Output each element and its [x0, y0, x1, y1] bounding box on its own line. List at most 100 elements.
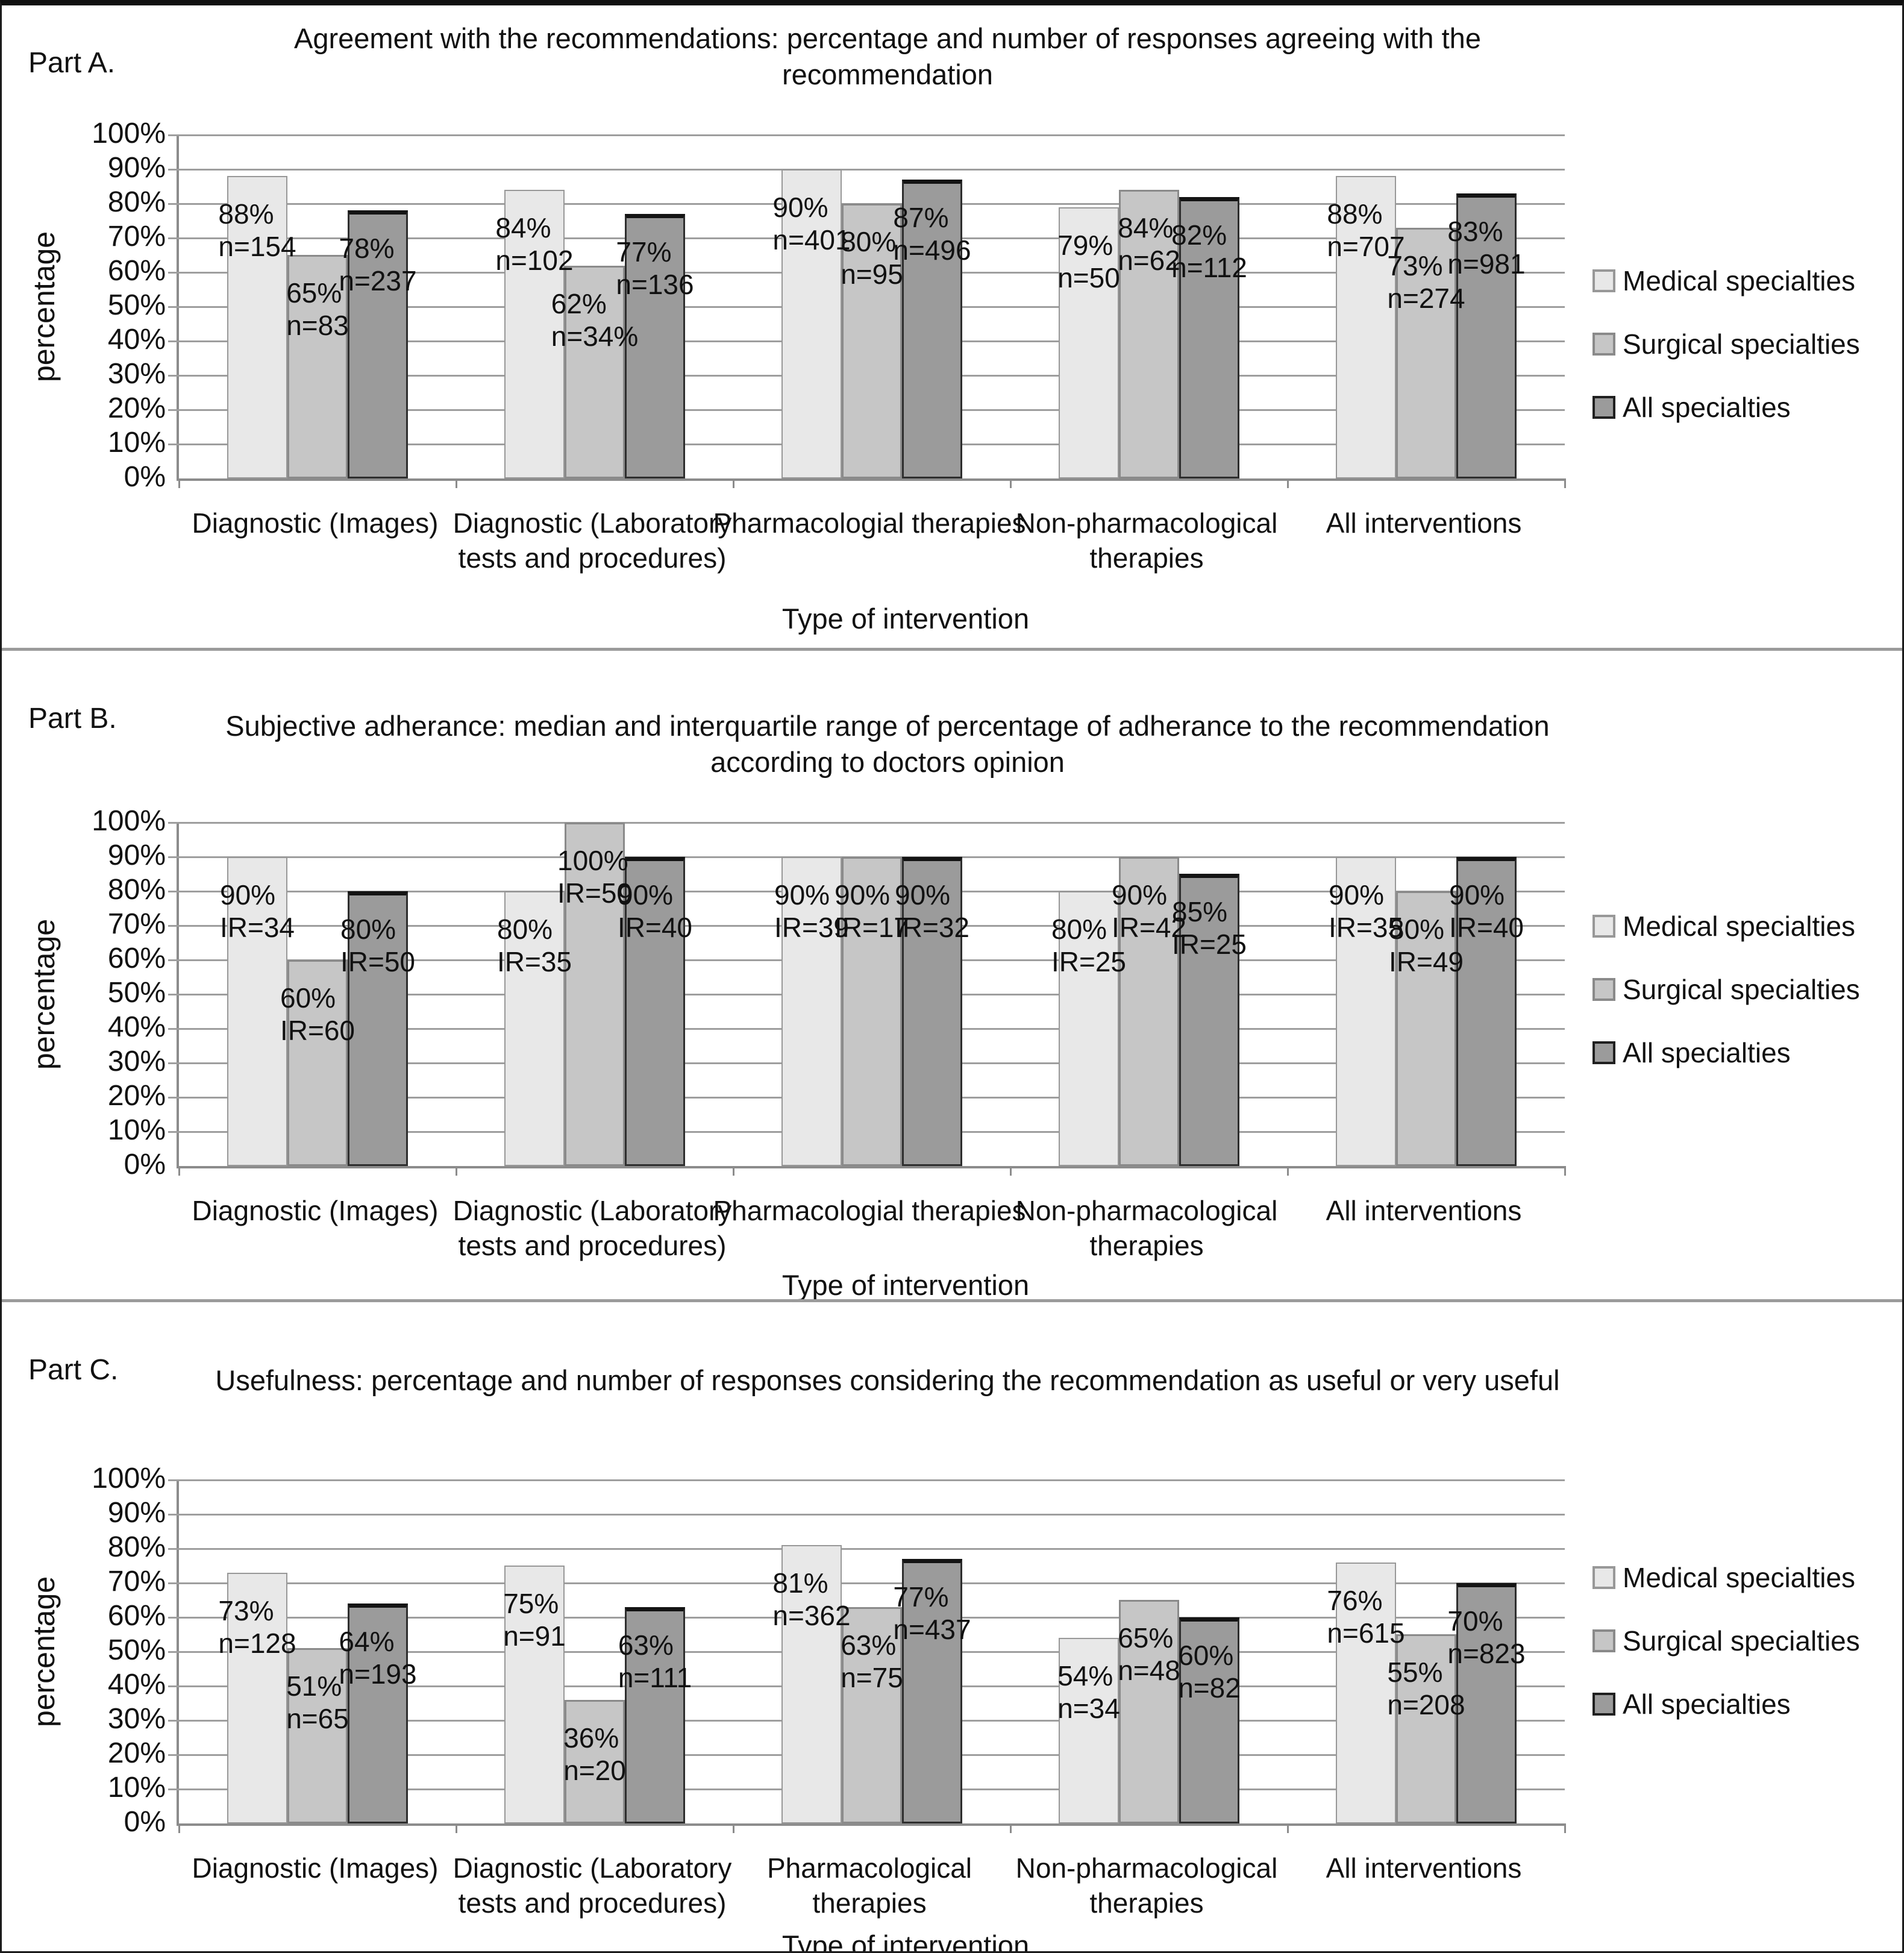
y-tick-label: 50%	[107, 977, 166, 1009]
bar-value: 80%	[340, 914, 396, 945]
bar-label: 77% n=136	[616, 236, 694, 301]
bar-count: IR=34	[219, 912, 295, 943]
legend-label: All specialties	[1623, 392, 1791, 423]
legend-item-medical: Medical specialties	[1592, 265, 1855, 297]
part-label: Part B.	[28, 703, 117, 735]
bar-value: 90%	[834, 879, 891, 911]
bar-count: n=111	[618, 1662, 692, 1693]
bar-value: 75%	[503, 1588, 559, 1619]
gridline	[168, 1582, 1565, 1584]
x-axis-tick	[1564, 478, 1566, 488]
bar-value: 84%	[495, 212, 551, 243]
bar-surgical-g2	[565, 1700, 625, 1823]
bar-surgical-g3	[842, 1607, 902, 1823]
bar-count: n=401	[772, 224, 851, 255]
bar-surgical-g5	[1396, 891, 1456, 1166]
bar-label: 73% n=274	[1387, 249, 1465, 315]
bar-value: 63%	[618, 1629, 674, 1661]
bar-value: 90%	[772, 192, 828, 223]
x-axis-tick	[733, 1823, 734, 1833]
bar-count: n=34%	[551, 321, 639, 352]
y-tick-label: 40%	[107, 324, 166, 356]
bar-count: IR=50	[557, 877, 633, 909]
bar-count: IR=32	[894, 912, 970, 943]
chart-title: Agreement with the recommendations: perc…	[294, 22, 1481, 91]
bar-count: n=823	[1447, 1638, 1526, 1669]
bar-value: 88%	[1327, 198, 1383, 230]
bar-label: 80% IR=50	[340, 913, 415, 978]
bar-label: 65% n=48	[1118, 1622, 1180, 1687]
gridline	[168, 822, 1565, 824]
bar-value: 60%	[280, 982, 336, 1014]
bar-value: 90%	[219, 879, 276, 911]
category-label: All interventions	[1326, 1195, 1522, 1226]
legend-label: Medical specialties	[1623, 1562, 1856, 1593]
plot-area: 88% n=154 84% n=102 90% n=401 79% n=50 88% n=707 6…	[168, 134, 1566, 488]
bar-count: n=82	[1178, 1672, 1241, 1704]
bar-value: 80%	[841, 226, 897, 257]
bar-label: 63% n=75	[841, 1629, 903, 1694]
panel-partc: Part C. Usefulness: percentage and number…	[2, 1299, 1902, 1951]
bar-value: 85%	[1171, 896, 1228, 927]
bar-value: 82%	[1171, 219, 1227, 251]
bar-value: 81%	[772, 1567, 828, 1599]
bar-value: 90%	[1111, 879, 1168, 911]
bar-label: 77% n=437	[893, 1581, 971, 1646]
bar-count: n=112	[1171, 252, 1247, 283]
panel-partb: Part B. Subjective adherance: median and …	[2, 648, 1902, 1299]
panel-parta: Part A. Agreement with the recommendation…	[2, 5, 1902, 648]
legend-item-all: All specialties	[1592, 1688, 1791, 1720]
bar-value: 87%	[893, 202, 949, 233]
x-axis-tick	[178, 1823, 180, 1833]
y-tick-label: 10%	[107, 1114, 166, 1146]
bar-label: 88% n=154	[218, 198, 296, 263]
y-tick-label: 0%	[124, 1806, 166, 1838]
bar-label: 90% n=401	[772, 191, 850, 256]
y-tick-label: 30%	[107, 1703, 166, 1735]
bar-count: IR=35	[1328, 912, 1404, 943]
bar-value: 65%	[1118, 1622, 1174, 1654]
bar-label: 51% n=65	[286, 1670, 349, 1735]
y-tick-label: 50%	[107, 289, 166, 321]
y-tick-label: 20%	[107, 392, 166, 424]
y-tick-label: 20%	[107, 1080, 166, 1112]
category-label: Non-pharmacological therapies	[1015, 1195, 1278, 1261]
bar-value: 100%	[557, 845, 628, 876]
bar-label: 90% IR=39	[774, 879, 849, 944]
bar-label: 80% IR=35	[497, 913, 572, 978]
legend-label: Medical specialties	[1623, 265, 1856, 296]
bar-value: 80%	[1388, 914, 1445, 945]
bar-value: 51%	[286, 1670, 342, 1702]
bar-all-g2	[625, 1607, 685, 1823]
y-tick-label: 90%	[107, 839, 166, 871]
bar-value: 70%	[1447, 1605, 1503, 1637]
bar-count: n=75	[841, 1662, 903, 1693]
bar-all-g1	[348, 210, 408, 478]
y-tick-label: 100%	[92, 118, 166, 149]
gridline	[168, 134, 1565, 136]
category-label: Diagnostic (Images)	[192, 507, 439, 539]
bar-value: 63%	[841, 1629, 897, 1661]
bar-all-g4	[1179, 874, 1239, 1166]
legend-label: Surgical specialties	[1623, 974, 1860, 1005]
chart-title: Subjective adherance: median and interqu…	[225, 710, 1550, 779]
x-axis-tick	[1287, 1823, 1289, 1833]
bar-value: 90%	[774, 879, 830, 911]
bar-surgical-g1	[287, 960, 348, 1166]
bar-value: 54%	[1057, 1660, 1113, 1691]
x-axis-title: Type of intervention	[781, 1269, 1030, 1299]
bar-value: 77%	[616, 236, 672, 268]
bar-value: 90%	[1448, 879, 1505, 911]
bar-count: IR=40	[617, 912, 693, 943]
bar-count: n=154	[218, 231, 296, 262]
category-label: Diagnostic (Laboratory tests and procedu…	[453, 1195, 732, 1261]
bar-count: IR=39	[774, 912, 850, 943]
legend-swatch	[1592, 333, 1615, 356]
legend-item-surgical: Surgical specialties	[1592, 973, 1860, 1006]
legend-swatch	[1592, 1041, 1615, 1064]
bar-count: IR=42	[1111, 912, 1187, 943]
plot-area: 73% n=128 75% n=91 81% n=362 54% n=34 76% n=615 51…	[168, 1479, 1566, 1833]
category-label: All interventions	[1326, 507, 1522, 539]
bar-value: 79%	[1057, 230, 1113, 261]
bar-medical-g3	[781, 857, 842, 1166]
